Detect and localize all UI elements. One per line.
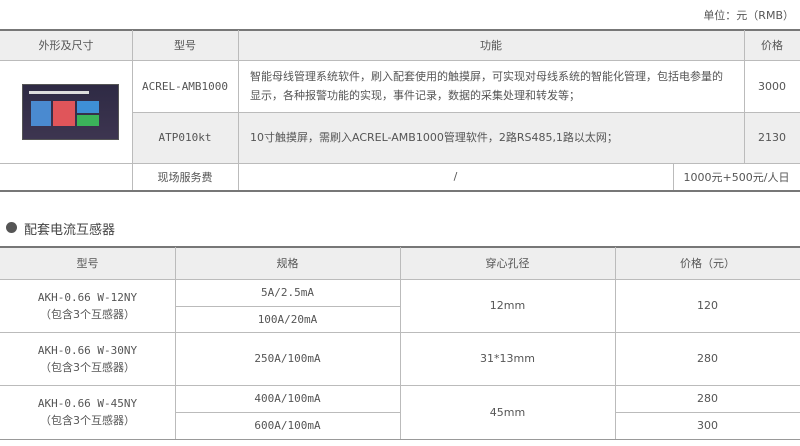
bore-cell: 45mm — [489, 405, 526, 419]
header-price: 价格 — [761, 39, 783, 52]
header-spec: 规格 — [276, 257, 299, 270]
touchscreen-product-image — [22, 84, 119, 140]
model-note: （包含3个互感器） — [40, 414, 135, 427]
header-model: 型号 — [76, 257, 99, 270]
header-model: 型号 — [174, 39, 196, 52]
price-cell: 3000 — [758, 79, 786, 93]
price-cell: 2130 — [758, 131, 786, 144]
bullet-icon — [6, 222, 17, 233]
model-note: （包含3个互感器） — [40, 360, 135, 374]
header-function: 功能 — [480, 39, 502, 52]
price-cell: 300 — [697, 419, 718, 432]
price-cell: 120 — [697, 299, 718, 312]
price-cell: 280 — [697, 392, 718, 405]
unit-label: 单位：元（RMB） — [703, 9, 794, 22]
model-name: AKH-0.66 W-12NY — [37, 290, 138, 304]
service-label: 现场服务费 — [157, 170, 213, 184]
model-cell: ACREL-AMB1000 — [141, 79, 229, 93]
section-title: 配套电流互感器 — [24, 223, 116, 238]
model-name: AKH-0.66 W-30NY — [37, 343, 138, 357]
spec-cell: 400A/100mA — [254, 392, 321, 405]
bore-cell: 12mm — [489, 299, 526, 312]
header-appearance: 外形及尺寸 — [38, 39, 94, 52]
service-price: 1000元+500元/人日 — [683, 170, 790, 184]
spec-cell: 250A/100mA — [254, 352, 321, 365]
model-cell: AKH-0.66 W-30NY （包含3个互感器） — [0, 332, 175, 385]
function-cell: 10寸触摸屏，需刷入ACREL-AMB1000管理软件，2路RS485,1路以太… — [250, 131, 618, 144]
model-cell: AKH-0.66 W-12NY （包含3个互感器） — [0, 279, 175, 332]
spec-cell: 600A/100mA — [254, 419, 321, 432]
header-price: 价格（元） — [680, 257, 735, 270]
model-name: AKH-0.66 W-45NY — [37, 397, 138, 410]
spec-cell: 5A/2.5mA — [261, 286, 314, 299]
model-cell: ATP010kt — [158, 131, 212, 144]
model-note: （包含3个互感器） — [40, 307, 135, 321]
spec-cell: 100A/20mA — [257, 312, 318, 326]
bore-cell: 31*13mm — [480, 352, 535, 365]
model-cell: AKH-0.66 W-45NY （包含3个互感器） — [0, 385, 175, 439]
price-cell: 280 — [697, 352, 718, 365]
header-bore: 穿心孔径 — [485, 257, 530, 270]
service-function: / — [453, 170, 458, 183]
function-cell: 智能母线管理系统软件，刷入配套使用的触摸屏，可实现对母线系统的智能化管理，包括电… — [250, 70, 723, 102]
